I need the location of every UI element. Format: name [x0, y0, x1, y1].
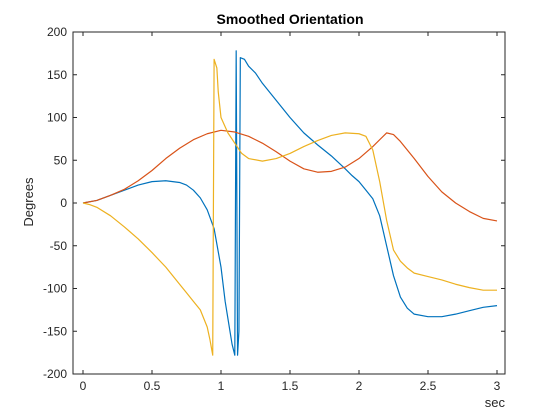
x-tick-label: 1: [218, 379, 225, 393]
plot-background: [73, 32, 505, 374]
y-tick-label: 200: [47, 25, 67, 39]
y-tick-label: -50: [50, 239, 68, 253]
x-tick-label: 2.5: [420, 379, 437, 393]
axes: 0 0.5 1 1.5 2 2.5 3 -200 -150 -100 -50 0 50 100 150 200: [43, 25, 506, 393]
x-tick-label: 0: [80, 379, 87, 393]
y-axis-label: Degrees: [21, 177, 36, 227]
x-tick-label: 0.5: [144, 379, 161, 393]
x-axis-label: sec: [485, 395, 506, 410]
series-line-2: [82, 129, 498, 222]
x-tick-label: 3: [494, 379, 501, 393]
x-tick-label: 2: [356, 379, 363, 393]
y-tick-label: -150: [43, 324, 67, 338]
series-line-3: [82, 58, 497, 356]
y-tick-label: 150: [47, 68, 67, 82]
x-tick-label: 1.5: [282, 379, 299, 393]
y-tick-label: -200: [43, 367, 67, 381]
series-line-1: [82, 50, 498, 356]
plot-area: [73, 32, 505, 374]
y-tick-label: 100: [47, 111, 67, 125]
chart-title: Smoothed Orientation: [217, 11, 364, 27]
y-tick-label: -100: [43, 282, 67, 296]
y-tick-label: 50: [54, 153, 68, 167]
y-tick-label: 0: [60, 196, 67, 210]
